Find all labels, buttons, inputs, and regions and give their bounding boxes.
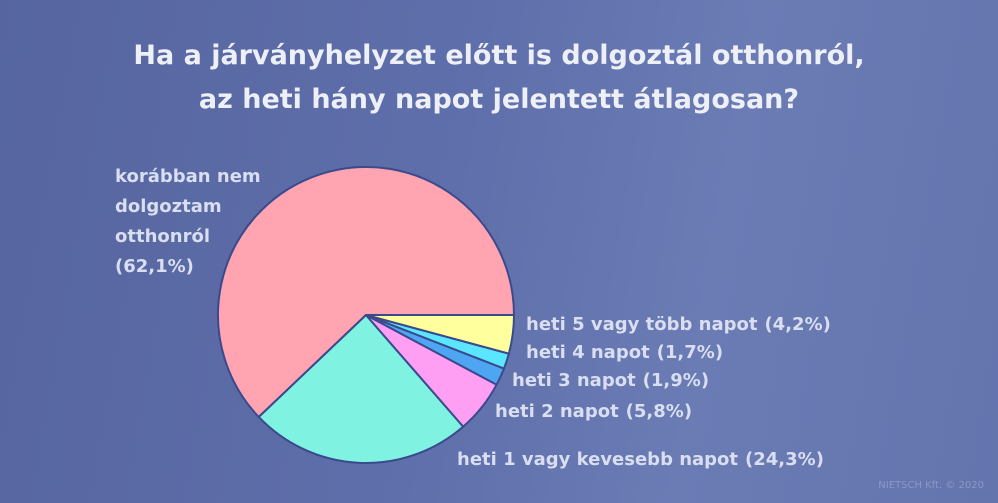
- category-label: heti 1 vagy kevesebb napot: [457, 449, 739, 470]
- value-label: (62,1%): [115, 256, 194, 277]
- value-label: (5,8%): [625, 401, 693, 422]
- category-label: korábban nem dolgoztam otthonról: [115, 166, 261, 247]
- slice-label: heti 3 napot (1,9%): [512, 366, 709, 396]
- pie-slice: [217, 166, 515, 418]
- pie-slice: [257, 314, 465, 464]
- slice-label: heti 2 napot (5,8%): [495, 397, 692, 427]
- value-label: (24,3%): [745, 449, 824, 470]
- source: NIETSCH Kft. © 2020: [878, 480, 984, 491]
- slice-label: korábban nem dolgoztam otthonról (62,1%): [115, 162, 261, 282]
- slice-label: heti 5 vagy több napot (4,2%): [526, 310, 831, 340]
- category-label: heti 2 napot: [495, 401, 619, 422]
- category-label: heti 3 napot: [512, 370, 636, 391]
- category-label: heti 4 napot: [526, 342, 650, 363]
- value-label: (1,7%): [656, 342, 724, 363]
- category-label: heti 5 vagy több napot: [526, 314, 758, 335]
- value-label: (4,2%): [764, 314, 831, 335]
- chart-title: Ha a járványhelyzet előtt is dolgoztál o…: [133, 40, 865, 115]
- pie-slice: [365, 314, 515, 355]
- slice-label: heti 1 vagy kevesebb napot (24,3%): [457, 445, 824, 475]
- value-label: (1,9%): [642, 370, 710, 391]
- slice-label: heti 4 napot (1,7%): [526, 338, 723, 368]
